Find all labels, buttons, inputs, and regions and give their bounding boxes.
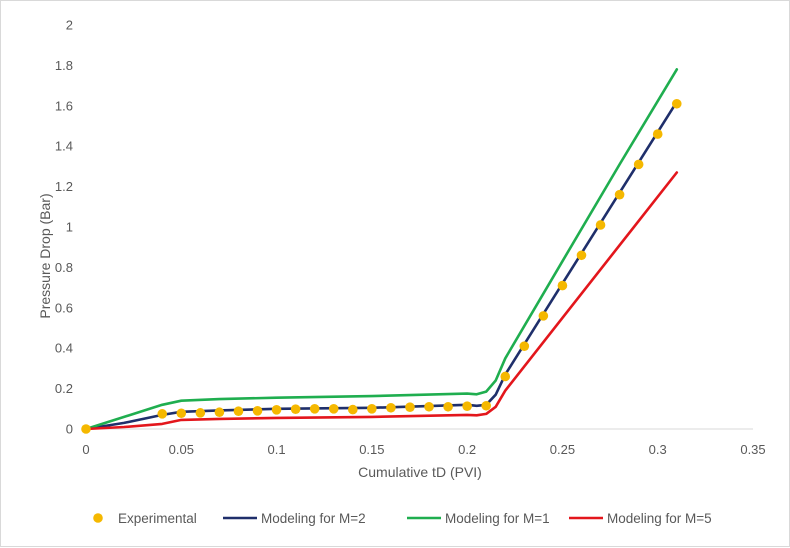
experimental-points: [81, 98, 682, 434]
experimental-point: [233, 406, 244, 417]
series-line-modeling-for-m-1: [84, 68, 679, 431]
experimental-point: [195, 408, 206, 418]
experimental-point: [424, 401, 434, 412]
legend: Experimental Modeling for M=2 Modeling for…: [93, 511, 712, 526]
y-tick-label: 1.4: [55, 139, 73, 154]
experimental-point: [576, 250, 587, 261]
experimental-point: [405, 402, 415, 412]
experimental-point: [157, 409, 168, 419]
experimental-point: [500, 371, 511, 382]
experimental-point: [348, 404, 358, 415]
experimental-point: [214, 407, 225, 418]
x-tick-label: 0.2: [458, 442, 476, 457]
experimental-point: [252, 406, 263, 416]
series-lines: [84, 68, 679, 431]
experimental-point: [443, 401, 453, 412]
legend-item-modeling-for-m-5: Modeling for M=5: [569, 511, 712, 526]
experimental-point: [481, 400, 492, 411]
series-line-modeling-for-m-5: [84, 171, 679, 431]
x-axis-title: Cumulative tD (PVI): [358, 464, 482, 480]
experimental-point: [652, 129, 663, 139]
y-tick-label: 1.8: [55, 58, 73, 73]
x-tick-label: 0.3: [649, 442, 667, 457]
legend-item-modeling-for-m-1: Modeling for M=1: [407, 511, 550, 526]
experimental-point: [328, 404, 339, 414]
y-tick-label: 1.6: [55, 98, 73, 113]
y-tick-labels: 0 0.2 0.4 0.6 0.8 1 1.2 1.4 1.6 1.8 2: [55, 18, 73, 437]
x-tick-label: 0.1: [268, 442, 286, 457]
x-tick-labels: 0 0.05 0.1 0.15 0.2 0.25 0.3 0.35: [82, 442, 765, 457]
experimental-point: [290, 404, 301, 415]
experimental-point: [595, 220, 606, 230]
legend-item-modeling-for-m-2: Modeling for M=2: [223, 511, 366, 526]
y-tick-label: 0.4: [55, 341, 73, 356]
series-line-modeling-for-m-2: [84, 100, 679, 431]
x-tick-label: 0.15: [359, 442, 384, 457]
y-tick-label: 2: [66, 18, 73, 33]
y-tick-label: 1.2: [55, 179, 73, 194]
experimental-point: [671, 98, 682, 109]
experimental-point: [81, 424, 91, 434]
legend-item-experimental: Experimental: [93, 511, 197, 526]
experimental-point: [538, 311, 549, 321]
y-tick-label: 1: [66, 220, 73, 235]
legend-label: Modeling for M=5: [607, 511, 712, 526]
x-tick-label: 0.25: [550, 442, 575, 457]
experimental-point: [386, 402, 396, 413]
experimental-point: [309, 404, 320, 414]
experimental-point: [367, 404, 377, 414]
experimental-point: [519, 341, 530, 351]
legend-label: Experimental: [118, 511, 197, 526]
experimental-point: [557, 280, 568, 291]
experimental-point: [633, 159, 644, 170]
experimental-point: [271, 405, 282, 415]
x-tick-label: 0: [82, 442, 89, 457]
y-axis-title: Pressure Drop (Bar): [37, 193, 53, 318]
y-tick-label: 0: [66, 422, 73, 437]
experimental-point: [462, 401, 472, 411]
legend-label: Modeling for M=1: [445, 511, 550, 526]
y-tick-label: 0.8: [55, 260, 73, 275]
legend-label: Modeling for M=2: [261, 511, 366, 526]
x-tick-label: 0.05: [169, 442, 194, 457]
experimental-point: [614, 189, 625, 200]
x-tick-label: 0.35: [740, 442, 765, 457]
experimental-point: [176, 408, 187, 419]
y-tick-label: 0.2: [55, 381, 73, 396]
legend-marker: [93, 513, 103, 523]
y-tick-label: 0.6: [55, 300, 73, 315]
